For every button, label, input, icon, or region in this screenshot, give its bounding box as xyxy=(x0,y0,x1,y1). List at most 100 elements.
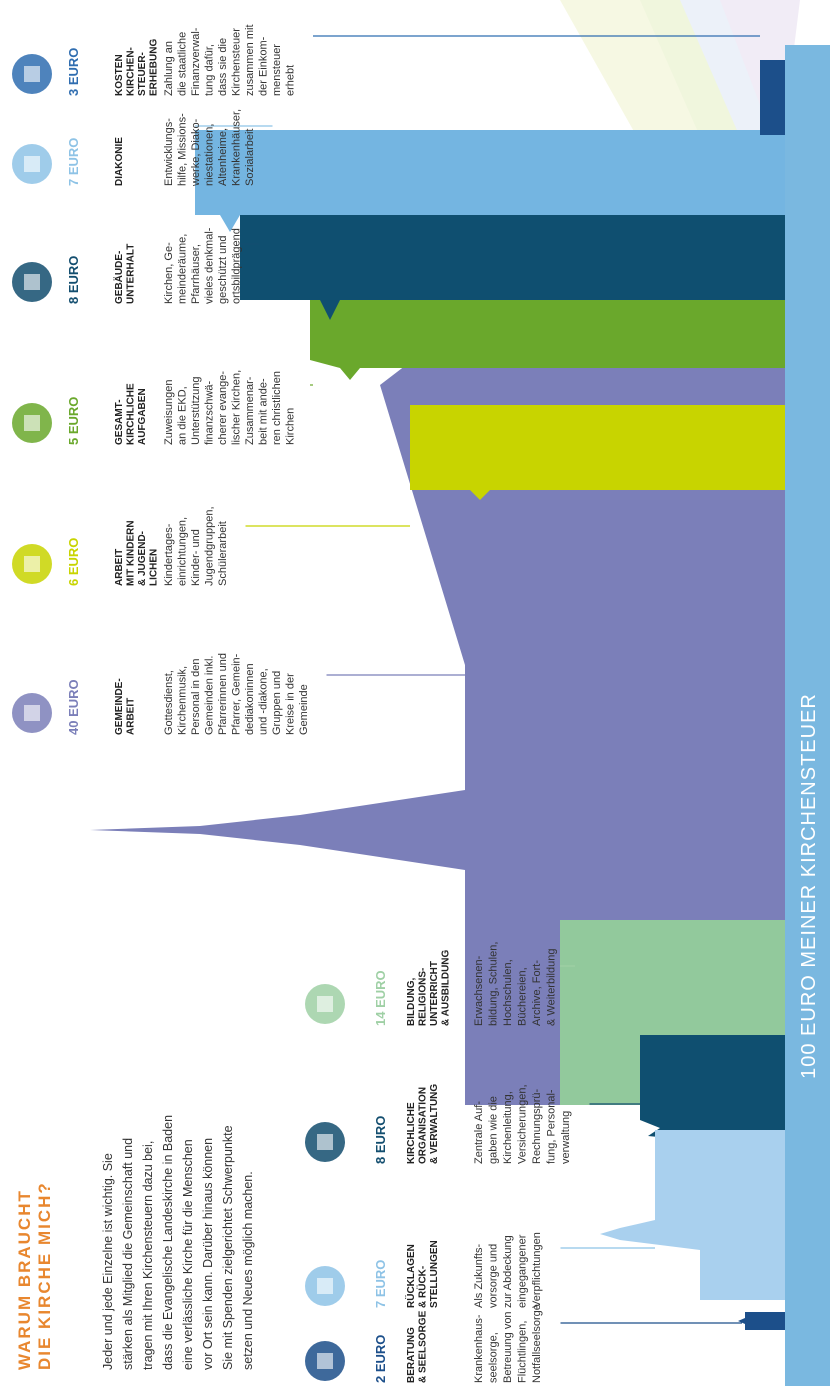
description: Unterstützung xyxy=(190,377,202,445)
icon-detail xyxy=(24,705,40,721)
church-navy-high xyxy=(760,60,785,135)
church-lime xyxy=(410,405,785,500)
description: Pfarrhäuser, xyxy=(190,244,202,304)
description: vorsorge und xyxy=(488,1244,500,1308)
description: Gottesdienst, xyxy=(163,670,175,735)
description: Zusammenar- xyxy=(244,376,256,445)
amount: 5 EURO xyxy=(66,397,81,445)
description: seelsorge, xyxy=(488,1332,500,1383)
description: dediakoninnen xyxy=(244,663,256,735)
heading: ORGANISATION xyxy=(418,1087,429,1164)
intro-line: dass die Evangelische Landeskirche in Ba… xyxy=(161,1115,175,1370)
description: vieles denkmal- xyxy=(204,227,216,304)
description: tung dafür, xyxy=(204,44,216,96)
description: Kirchenleitung, xyxy=(502,1091,514,1164)
description: dass sie die xyxy=(217,38,229,96)
description: Zuweisungen xyxy=(163,380,175,445)
description: Gruppen und xyxy=(271,671,283,735)
heading: KIRCHLICHE xyxy=(406,1102,417,1164)
icon-detail xyxy=(317,1353,333,1369)
description: & Weiterbildung xyxy=(546,949,558,1026)
icon-detail xyxy=(317,996,333,1012)
heading: UNTERHALT xyxy=(126,244,137,304)
icon-detail xyxy=(24,66,40,82)
amount: 7 EURO xyxy=(66,138,81,186)
church-green xyxy=(310,300,785,380)
description: Altenheime, xyxy=(217,128,229,186)
description: Krankenhäuser, xyxy=(231,109,243,186)
church-navy-small xyxy=(738,1312,785,1330)
footer-text: 100 EURO MEINER KIRCHENSTEUER xyxy=(798,693,820,1079)
amount: 3 EURO xyxy=(66,48,81,96)
icon-detail xyxy=(317,1278,333,1294)
heading: LICHEN xyxy=(149,549,160,586)
page: {"title":["WARUM BRAUCHT","DIE KIRCHE MI… xyxy=(0,0,830,1386)
intro-line: tragen mit Ihren Kirchensteuern dazu bei… xyxy=(141,1141,155,1370)
description: niestationen, xyxy=(204,124,216,186)
description: Kirchen, Ge- xyxy=(163,242,175,304)
heading: GESAMT- xyxy=(114,399,125,445)
description: Büchereien, xyxy=(517,967,529,1026)
heading: STELLUNGEN xyxy=(429,1240,440,1308)
description: eingegangener xyxy=(517,1234,529,1308)
description: ren christlichen xyxy=(271,371,283,445)
heading: AUFGABEN xyxy=(137,388,148,445)
heading: MIT KINDERN xyxy=(126,520,137,586)
amount: 8 EURO xyxy=(373,1116,388,1164)
description: Hochschulen, xyxy=(502,959,514,1026)
heading: RÜCKLAGEN xyxy=(404,1244,417,1308)
icon-detail xyxy=(24,556,40,572)
icon-detail xyxy=(24,156,40,172)
heading: UNTERRICHT xyxy=(429,961,440,1026)
description: Finanzverwal- xyxy=(190,27,202,96)
description: mensteuer xyxy=(271,44,283,96)
description: Kreise in der xyxy=(285,673,297,735)
heading: & RÜCK- xyxy=(416,1266,429,1308)
amount: 2 EURO xyxy=(373,1335,388,1383)
description: verwaltung xyxy=(560,1111,572,1164)
description: finanzschwä- xyxy=(204,380,216,445)
description: Kirchen xyxy=(285,408,297,445)
description: Als Zukunfts- xyxy=(473,1243,485,1308)
description: werke, Diako- xyxy=(190,118,202,187)
description: Erwachsenen- xyxy=(473,955,485,1026)
description: Pfarrer, Gemein- xyxy=(231,653,243,735)
intro-line: Jeder und jede Einzelne ist wichtig. Sie xyxy=(101,1153,115,1370)
intro-line: Sie mit Spenden zielgerichtet Schwerpunk… xyxy=(221,1125,235,1370)
description: Betreuung von xyxy=(502,1311,514,1383)
heading: & VERWALTUNG xyxy=(429,1084,440,1164)
description: meinderäume, xyxy=(177,234,189,304)
heading: GEMEINDE- xyxy=(114,678,125,735)
infographic: WARUM BRAUCHTDIE KIRCHE MICH?Jeder und j… xyxy=(0,0,830,1386)
title: DIE KIRCHE MICH? xyxy=(35,1181,54,1370)
heading: DIAKONIE xyxy=(114,137,125,186)
description: Schülerarbeit xyxy=(217,521,229,586)
church-darkteal-low xyxy=(640,1035,785,1140)
description: Entwicklungs- xyxy=(163,118,175,186)
church-lightblue-low xyxy=(600,1130,785,1300)
description: gaben wie die xyxy=(488,1096,500,1164)
heading: KIRCHEN- xyxy=(126,47,137,96)
amount: 8 EURO xyxy=(66,256,81,304)
description: Gemeinden inkl. xyxy=(204,656,216,736)
heading: GEBÄUDE- xyxy=(112,251,125,304)
heading: KOSTEN xyxy=(114,54,125,96)
description: Kindertages- xyxy=(163,523,175,586)
description: beit mit ande- xyxy=(258,378,270,445)
description: Sozialarbeit xyxy=(244,129,256,186)
description: Kinder- und xyxy=(190,529,202,586)
description: lischer Kirchen, xyxy=(231,370,243,445)
heading: & AUSBILDUNG xyxy=(441,949,452,1026)
amount: 40 EURO xyxy=(66,679,81,735)
heading: & SEELSORGE xyxy=(418,1310,429,1383)
amount: 6 EURO xyxy=(66,538,81,586)
description: Versicherungen, xyxy=(517,1085,529,1165)
intro-line: setzen und Neues möglich machen. xyxy=(241,1171,255,1370)
icon-detail xyxy=(317,1134,333,1150)
description: fung, Personal- xyxy=(546,1089,558,1164)
description: Rechnungsprü- xyxy=(531,1088,543,1164)
description: Krankenhaus- xyxy=(473,1314,485,1383)
heading: RELIGIONS- xyxy=(418,968,429,1026)
description: Archive, Fort- xyxy=(531,960,543,1026)
description: Pfarrerinnen und xyxy=(217,653,229,735)
